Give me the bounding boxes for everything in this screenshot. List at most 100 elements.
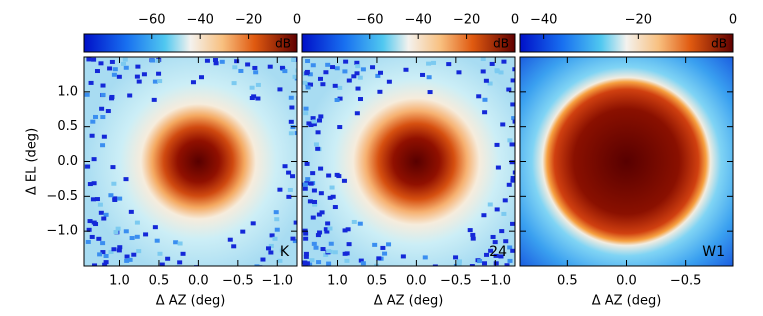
noise-pixel bbox=[116, 74, 122, 79]
noise-pixel bbox=[318, 191, 324, 196]
noise-pixel bbox=[100, 241, 106, 246]
noise-pixel bbox=[134, 220, 140, 225]
y-axis-label: Δ EL (deg) bbox=[25, 128, 40, 195]
noise-pixel bbox=[105, 109, 111, 114]
noise-pixel bbox=[85, 239, 91, 244]
noise-pixel bbox=[477, 259, 483, 264]
noise-pixel bbox=[510, 78, 515, 83]
noise-pixel bbox=[510, 102, 515, 107]
noise-pixel bbox=[453, 255, 459, 260]
noise-pixel bbox=[327, 226, 333, 231]
noise-pixel bbox=[357, 75, 363, 80]
noise-pixel bbox=[108, 193, 114, 198]
noise-pixel bbox=[358, 258, 364, 263]
noise-pixel bbox=[96, 236, 102, 241]
noise-pixel bbox=[303, 111, 309, 116]
noise-pixel bbox=[315, 146, 321, 151]
noise-pixel bbox=[252, 65, 258, 70]
noise-pixel bbox=[97, 202, 103, 207]
noise-pixel bbox=[231, 81, 237, 86]
noise-pixel bbox=[93, 114, 99, 119]
noise-pixel bbox=[426, 75, 432, 80]
noise-pixel bbox=[310, 63, 316, 68]
noise-pixel bbox=[129, 236, 135, 241]
noise-pixel bbox=[378, 70, 384, 75]
noise-pixel bbox=[312, 202, 318, 207]
noise-pixel bbox=[312, 199, 318, 204]
noise-pixel bbox=[343, 59, 349, 64]
noise-pixel bbox=[92, 263, 98, 266]
noise-pixel bbox=[288, 95, 294, 100]
noise-pixel bbox=[493, 261, 499, 266]
noise-pixel bbox=[249, 85, 255, 90]
noise-pixel bbox=[100, 92, 106, 97]
noise-pixel bbox=[360, 261, 366, 266]
colorbar-tick-label: −40 bbox=[404, 13, 431, 28]
noise-pixel bbox=[112, 67, 118, 72]
noise-pixel bbox=[289, 105, 295, 110]
noise-pixel bbox=[354, 71, 360, 76]
noise-pixel bbox=[103, 260, 109, 265]
noise-pixel bbox=[287, 187, 293, 192]
noise-pixel bbox=[427, 90, 433, 95]
noise-pixel bbox=[400, 254, 406, 259]
noise-pixel bbox=[351, 74, 357, 79]
noise-pixel bbox=[506, 182, 512, 187]
noise-pixel bbox=[173, 240, 179, 245]
noise-pixel bbox=[325, 62, 331, 67]
y-tick-label: −0.5 bbox=[46, 189, 78, 204]
noise-pixel bbox=[342, 251, 348, 256]
noise-pixel bbox=[354, 60, 360, 65]
noise-pixel bbox=[109, 59, 115, 64]
noise-pixel bbox=[234, 59, 240, 64]
x-tick-label: 0.0 bbox=[188, 274, 209, 289]
noise-pixel bbox=[177, 241, 183, 246]
x-tick-label: −0.5 bbox=[440, 274, 472, 289]
noise-pixel bbox=[494, 142, 500, 147]
noise-pixel bbox=[290, 174, 296, 179]
noise-pixel bbox=[91, 57, 97, 62]
noise-pixel bbox=[120, 61, 126, 66]
noise-pixel bbox=[351, 219, 357, 224]
noise-pixel bbox=[88, 80, 94, 85]
noise-pixel bbox=[305, 177, 311, 182]
noise-pixel bbox=[288, 119, 294, 124]
noise-pixel bbox=[305, 82, 311, 87]
noise-pixel bbox=[512, 170, 515, 175]
noise-pixel bbox=[307, 199, 313, 204]
noise-pixel bbox=[492, 240, 498, 245]
noise-pixel bbox=[487, 202, 493, 207]
noise-pixel bbox=[123, 177, 129, 182]
noise-pixel bbox=[154, 238, 160, 243]
noise-pixel bbox=[111, 247, 117, 252]
noise-pixel bbox=[90, 119, 96, 124]
noise-pixel bbox=[320, 82, 326, 87]
noise-pixel bbox=[345, 227, 351, 232]
heatmap bbox=[520, 57, 733, 266]
noise-pixel bbox=[212, 58, 218, 63]
noise-pixel bbox=[128, 209, 134, 214]
colorbar-label: dB bbox=[493, 37, 509, 51]
noise-pixel bbox=[155, 58, 161, 63]
noise-pixel bbox=[403, 67, 409, 72]
colorbar-label: dB bbox=[275, 37, 291, 51]
colorbar-tick-label: −20 bbox=[235, 13, 262, 28]
noise-pixel bbox=[156, 71, 162, 76]
noise-pixel bbox=[103, 253, 109, 258]
noise-pixel bbox=[131, 252, 137, 257]
noise-pixel bbox=[135, 64, 141, 69]
x-axis-label: Δ AZ (deg) bbox=[156, 294, 226, 309]
noise-pixel bbox=[305, 85, 311, 90]
noise-pixel bbox=[274, 217, 280, 222]
x-axis-label: Δ AZ (deg) bbox=[374, 294, 444, 309]
noise-pixel bbox=[494, 68, 500, 73]
noise-pixel bbox=[288, 131, 294, 136]
noise-pixel bbox=[498, 70, 504, 75]
noise-pixel bbox=[506, 87, 512, 92]
noise-pixel bbox=[303, 231, 309, 236]
x-axis-label: Δ AZ (deg) bbox=[592, 294, 662, 309]
noise-pixel bbox=[354, 111, 360, 116]
noise-pixel bbox=[377, 89, 383, 94]
noise-pixel bbox=[108, 249, 114, 254]
